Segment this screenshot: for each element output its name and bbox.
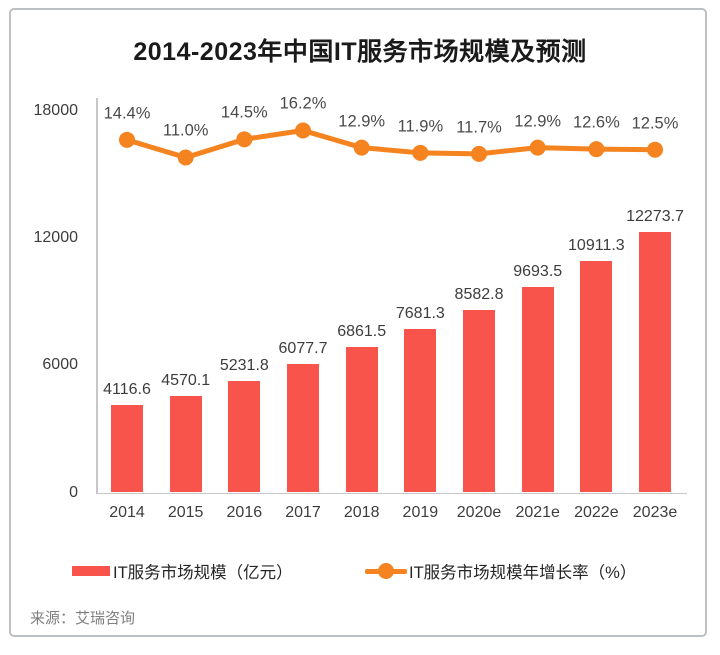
bar-value-label: 5231.8	[219, 357, 269, 375]
y-axis-line	[96, 98, 98, 493]
bar-value-label: 4116.6	[103, 381, 151, 399]
bar-value-label: 7681.3	[395, 305, 445, 323]
x-axis-tick-label: 2023e	[632, 504, 678, 521]
legend-label-market-size: IT服务市场规模（亿元）	[113, 564, 293, 582]
y-axis-tick-label: 18000	[33, 101, 79, 119]
bar-2019	[404, 329, 437, 493]
growth-rate-label: 14.4%	[103, 104, 151, 123]
source-note: 来源：艾瑞咨询	[30, 610, 136, 627]
x-axis-tick-label: 2015	[167, 504, 204, 521]
y-axis-tick-label: 12000	[33, 228, 79, 246]
bar-2021e	[521, 286, 554, 493]
bar-2014	[111, 405, 143, 493]
bar-2017	[287, 363, 319, 493]
x-axis-tick-label: 2019	[402, 504, 439, 521]
growth-rate-label: 11.9%	[397, 117, 444, 136]
y-axis-tick-label: 0	[69, 483, 78, 501]
bar-2020e	[463, 310, 496, 493]
chart-title: 2014-2023年中国IT服务市场规模及预测	[133, 38, 587, 66]
bar-value-label: 9693.5	[513, 262, 563, 280]
growth-rate-label: 14.5%	[220, 103, 268, 122]
growth-rate-label: 12.9%	[514, 112, 562, 131]
growth-rate-label: 12.5%	[631, 114, 679, 133]
bar-value-label: 8582.8	[454, 286, 504, 304]
x-axis-line	[96, 492, 687, 494]
growth-rate-label: 11.0%	[162, 121, 209, 140]
growth-rate-label: 11.7%	[456, 118, 502, 137]
bar-swatch-icon	[72, 566, 110, 576]
legend-label-growth-rate: IT服务市场规模年增长率（%）	[409, 564, 637, 582]
growth-rate-label: 16.2%	[279, 94, 327, 113]
growth-rate-label: 12.9%	[338, 112, 386, 131]
x-axis-tick-label: 2018	[343, 504, 380, 521]
bar-value-label: 6077.7	[278, 339, 328, 357]
line-dot-swatch-icon	[365, 563, 407, 579]
bar-value-label: 10911.3	[568, 236, 625, 254]
bar-value-label: 6861.5	[337, 322, 387, 340]
x-axis-tick-label: 2020e	[456, 504, 502, 521]
x-axis-tick-label: 2017	[285, 504, 321, 521]
x-axis-tick-label: 2014	[109, 504, 145, 521]
y-axis-tick-label: 6000	[42, 356, 78, 374]
legend-item-market-size: IT服务市场规模（亿元）	[72, 561, 293, 582]
growth-rate-label: 12.6%	[572, 113, 620, 132]
bar-2022e	[580, 260, 613, 493]
bar-value-label: 4570.1	[161, 371, 211, 389]
x-axis-tick-label: 2022e	[574, 504, 619, 521]
x-axis-tick-label: 2021e	[515, 504, 560, 521]
legend-item-growth-rate: IT服务市场规模年增长率（%）	[365, 561, 637, 582]
bar-2015	[169, 395, 202, 493]
bar-2018	[345, 346, 378, 493]
bar-2023e	[639, 232, 672, 493]
x-axis-tick-label: 2016	[226, 504, 263, 521]
bar-2016	[228, 381, 261, 493]
bar-value-label: 12273.7	[626, 208, 684, 226]
legend: IT服务市场规模（亿元） IT服务市场规模年增长率（%）	[0, 561, 720, 582]
